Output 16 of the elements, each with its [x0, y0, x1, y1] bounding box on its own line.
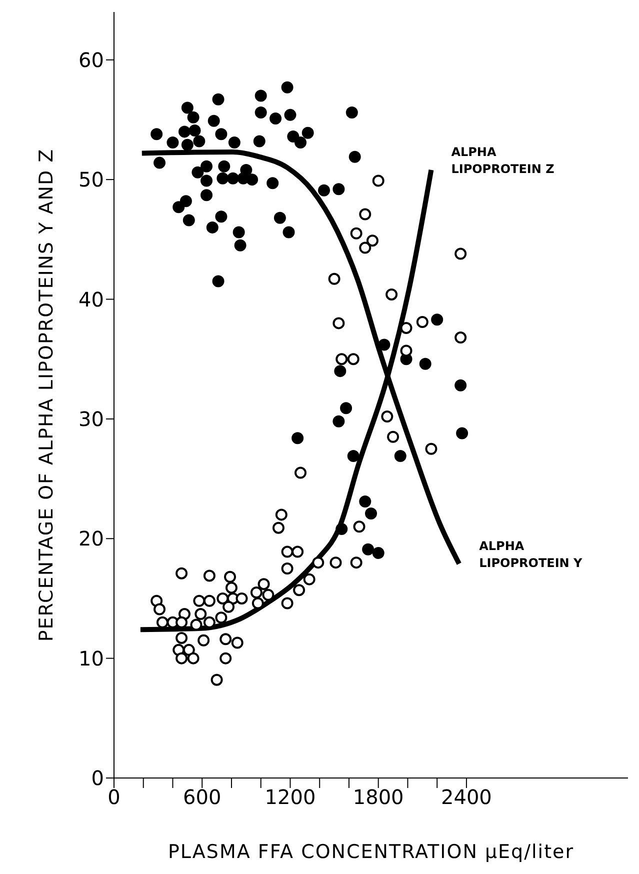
y-tick-label: 10 [78, 646, 104, 670]
x-tick-label: 2400 [441, 785, 492, 810]
y-tick-label: 60 [78, 48, 104, 72]
x-tick-label: 600 [183, 785, 222, 810]
series-label: ALPHA LIPOPROTEIN Z [451, 144, 555, 176]
x-axis-title: PLASMA FFA CONCENTRATION μEq/liter [168, 841, 574, 863]
x-tick-label: 1800 [352, 785, 404, 810]
x-tick-label: 0 [108, 785, 120, 810]
y-tick-label: 20 [78, 526, 104, 551]
y-tick-label: 50 [78, 168, 104, 192]
x-tick-label: 1200 [264, 785, 316, 810]
y-tick-label: 40 [78, 287, 104, 312]
y-tick-label: 30 [78, 407, 104, 432]
y-axis-title: PERCENTAGE OF ALPHA LIPOPROTEINS Y AND Z [36, 148, 58, 642]
y-tick-label: 0 [91, 766, 104, 790]
series-label: ALPHA LIPOPROTEIN Y [479, 538, 583, 570]
